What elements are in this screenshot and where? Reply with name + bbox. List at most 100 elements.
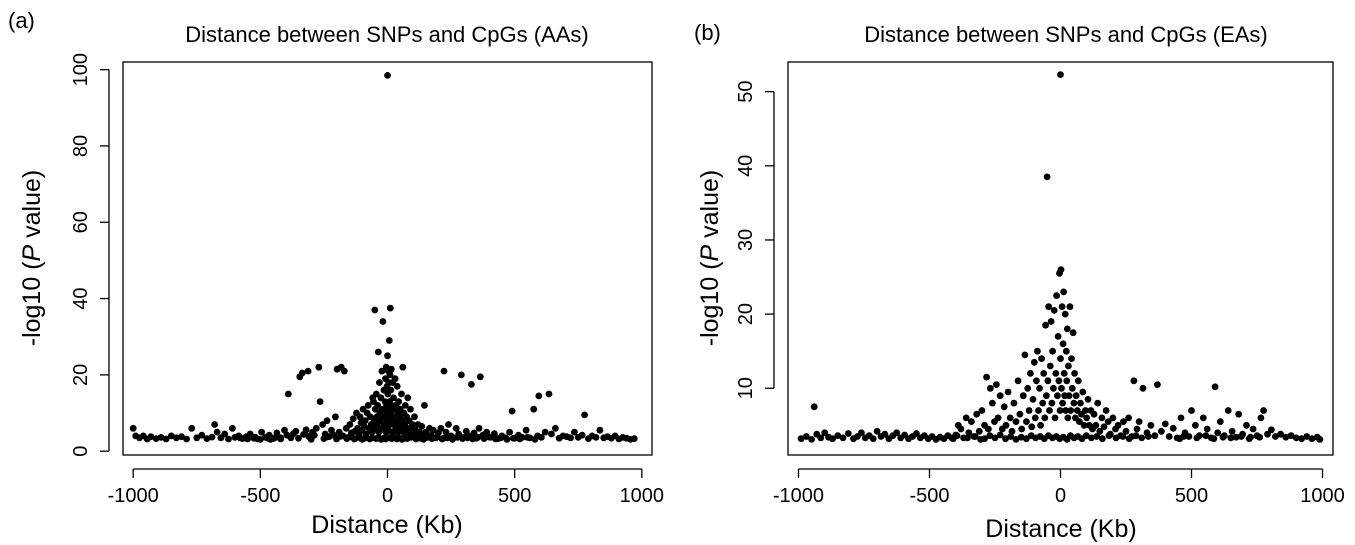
x-tick-label: 0 (1055, 485, 1066, 507)
data-point (893, 429, 901, 437)
data-point (1292, 434, 1300, 442)
data-point (305, 432, 313, 440)
data-point (1257, 414, 1265, 422)
data-point (295, 434, 302, 442)
data-point (193, 434, 201, 442)
data-point (1308, 435, 1316, 443)
data-point (337, 432, 344, 440)
data-point (1037, 421, 1044, 429)
y-tick-label: 80 (70, 135, 92, 157)
data-point (1061, 310, 1069, 318)
data-point (1188, 407, 1195, 414)
data-point (1102, 407, 1110, 414)
data-point (817, 434, 825, 442)
data-point (340, 367, 348, 375)
data-point (468, 381, 475, 388)
data-point (1006, 414, 1014, 422)
data-point (1043, 173, 1051, 181)
data-point (1065, 362, 1072, 370)
data-point (1264, 430, 1271, 438)
panel-label: (b) (694, 20, 721, 45)
data-point (236, 434, 244, 442)
data-point (178, 433, 185, 441)
data-point (1151, 432, 1159, 440)
data-point (808, 436, 815, 443)
data-point (1249, 425, 1257, 433)
data-point (1165, 433, 1173, 440)
data-point (371, 306, 379, 314)
data-point (409, 421, 416, 428)
data-point (1114, 421, 1122, 429)
data-point (316, 398, 324, 405)
x-axis-label: Distance (Kb) (311, 511, 462, 539)
panel-label: (a) (8, 8, 35, 33)
data-point (962, 414, 970, 422)
data-point (384, 352, 391, 360)
plot-frame (787, 61, 1334, 456)
data-point (457, 371, 465, 379)
data-point (1062, 407, 1070, 414)
data-point (530, 405, 538, 413)
data-point (957, 425, 965, 433)
chart-panel-2: (b) Distance between SNPs and CpGs (EAs) -… (694, 20, 1345, 543)
chart-panel-1: (a) Distance between SNPs and CpGs (AAs) -… (8, 8, 664, 539)
data-point (1185, 433, 1193, 440)
data-point (873, 427, 881, 435)
x-tick-label: -1000 (108, 485, 159, 507)
data-point (1090, 410, 1098, 418)
data-point (1057, 355, 1064, 362)
data-point (802, 433, 810, 440)
data-point (1098, 414, 1106, 422)
data-point (1065, 392, 1073, 400)
data-point (1019, 392, 1027, 400)
data-point (480, 435, 488, 442)
data-point (1287, 432, 1295, 440)
chart-title: Distance between SNPs and CpGs (AAs) (185, 22, 589, 47)
y-tick-label: 100 (70, 53, 92, 86)
data-point (401, 402, 409, 409)
data-point (393, 382, 401, 390)
data-point (834, 432, 842, 440)
data-point (474, 434, 482, 441)
data-point (162, 435, 170, 443)
data-point (445, 421, 452, 428)
plot-frame (122, 61, 653, 456)
data-point (1012, 418, 1020, 425)
data-point (1053, 292, 1060, 299)
data-point (433, 433, 441, 441)
data-point (531, 436, 539, 443)
data-point (1119, 433, 1127, 440)
data-point (1224, 407, 1232, 414)
data-point (1260, 407, 1267, 414)
data-point (492, 435, 499, 443)
data-point (1025, 407, 1033, 414)
data-point (1237, 433, 1245, 440)
data-point (1125, 435, 1133, 443)
data-point (1060, 370, 1068, 377)
data-point (173, 434, 180, 442)
x-tick-label: 0 (382, 485, 393, 507)
data-point (1216, 418, 1224, 425)
data-point (1044, 377, 1052, 385)
data-point (386, 371, 394, 379)
data-point (361, 434, 368, 442)
data-point (315, 363, 323, 371)
data-point (1125, 414, 1132, 422)
data-point (1227, 434, 1235, 442)
data-point (858, 429, 865, 437)
data-point (1243, 421, 1250, 429)
data-point (251, 433, 259, 441)
data-point (485, 433, 493, 441)
data-point (379, 318, 387, 325)
data-points (129, 72, 638, 443)
y-tick-label: 20 (70, 364, 92, 386)
data-point (991, 434, 999, 442)
data-point (1000, 403, 1008, 411)
data-point (343, 435, 351, 442)
data-point (213, 428, 221, 436)
data-point (810, 403, 818, 411)
data-point (391, 375, 399, 383)
data-point (1105, 432, 1113, 440)
data-point (1303, 433, 1311, 440)
